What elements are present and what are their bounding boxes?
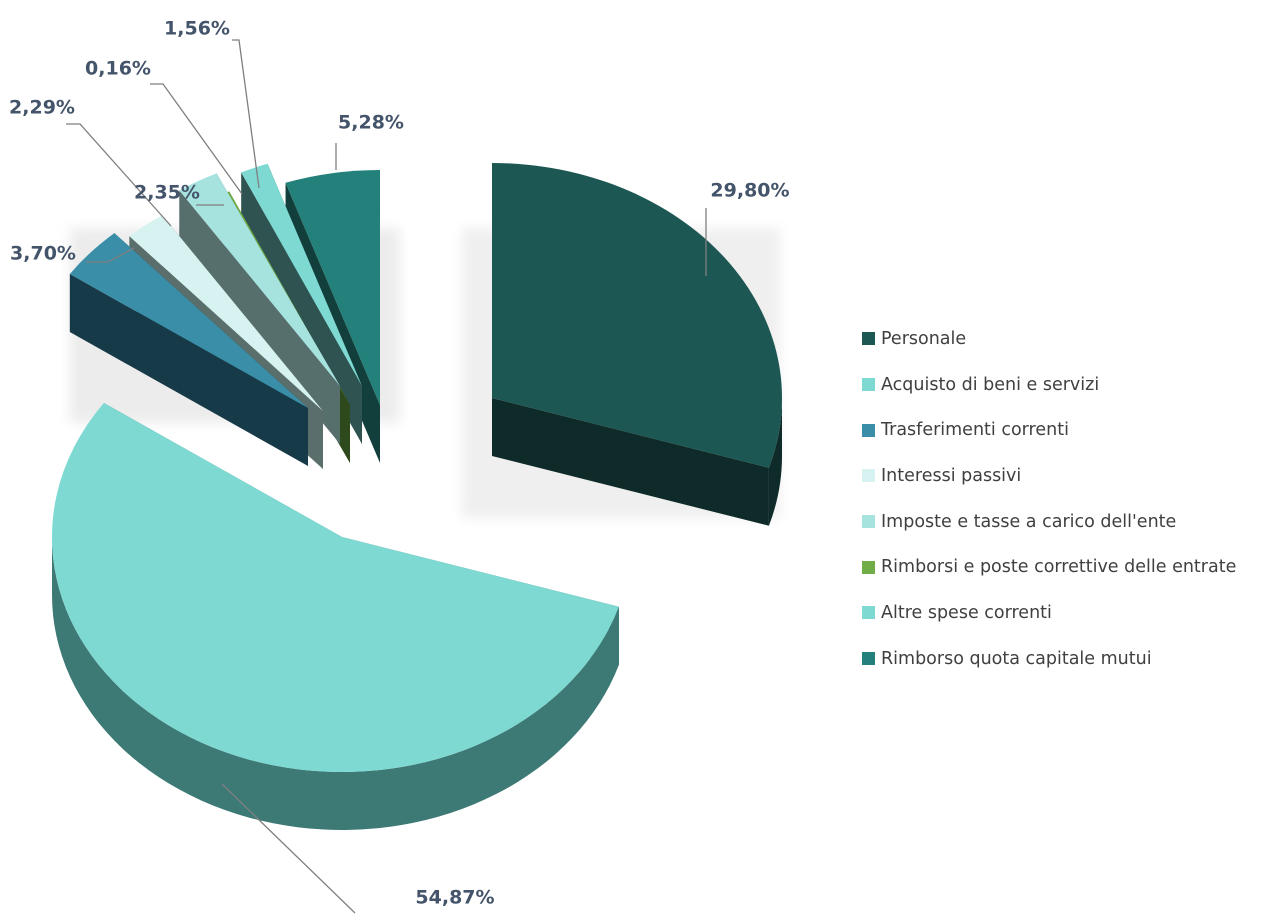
pie-slices <box>51 163 782 830</box>
legend-label: Rimborso quota capitale mutui <box>881 648 1152 669</box>
leader-line <box>86 247 135 263</box>
legend-label: Rimborsi e poste correttive delle entrat… <box>881 557 1237 578</box>
legend-swatch <box>862 560 875 574</box>
leader-line <box>150 83 243 195</box>
legend-item: Trasferimenti correnti <box>862 407 1282 453</box>
legend-swatch <box>862 423 875 437</box>
slice-top <box>51 402 619 773</box>
slice-wall <box>768 398 782 526</box>
legend-label: Imposte e tasse a carico dell'ente <box>881 511 1177 532</box>
legend-item: Interessi passivi <box>862 453 1282 499</box>
slice-2 <box>51 402 619 830</box>
legend-item: Personale <box>862 316 1282 362</box>
slice-top <box>129 215 323 411</box>
legend-item: Rimborsi e poste correttive delle entrat… <box>862 544 1282 590</box>
data-label: 0,16% <box>85 58 151 80</box>
leader-line <box>66 123 172 227</box>
legend-swatch <box>862 515 875 529</box>
leader-line <box>232 39 260 189</box>
slice-side <box>492 398 769 526</box>
legend-item: Rimborso quota capitale mutui <box>862 636 1282 682</box>
legend-label: Altre spese correnti <box>881 602 1052 623</box>
leader-line <box>221 783 356 914</box>
data-labels: 29,80% 54,87% 3,70% 2,29% 2,35% 0,16% 1,56% 5,2… <box>9 18 790 914</box>
legend-swatch <box>862 606 875 620</box>
legend-item: Altre spese correnti <box>862 590 1282 636</box>
slice-top <box>285 170 380 405</box>
legend-label: Trasferimenti correnti <box>881 420 1069 441</box>
slice-wall <box>52 537 619 830</box>
data-label: 2,29% <box>9 97 75 119</box>
legend-label: Acquisto di beni e servizi <box>881 374 1100 395</box>
slice-top <box>492 163 782 468</box>
data-label: 54,87% <box>415 887 494 909</box>
slice-top <box>179 173 340 386</box>
legend-swatch <box>862 332 875 346</box>
legend-swatch <box>862 469 875 483</box>
slice-top <box>69 233 309 408</box>
slice-side <box>179 190 340 444</box>
slice-1 <box>492 163 782 526</box>
slice-5 <box>179 173 340 444</box>
data-label: 1,56% <box>164 18 230 40</box>
legend-item: Acquisto di beni e servizi <box>862 362 1282 408</box>
data-label: 29,80% <box>710 180 789 202</box>
data-label: 2,35% <box>134 182 200 204</box>
slice-3 <box>69 233 309 466</box>
legend: Personale Acquisto di beni e servizi Trasf… <box>862 316 1282 682</box>
legend-label: Interessi passivi <box>881 465 1022 486</box>
legend-swatch <box>862 652 875 666</box>
legend-item: Imposte e tasse a carico dell'ente <box>862 499 1282 545</box>
data-label: 3,70% <box>10 243 76 265</box>
slice-side <box>69 273 309 466</box>
data-label: 5,28% <box>338 112 404 134</box>
legend-swatch <box>862 378 875 392</box>
legend-label: Personale <box>881 328 967 349</box>
slice-top <box>241 163 362 386</box>
